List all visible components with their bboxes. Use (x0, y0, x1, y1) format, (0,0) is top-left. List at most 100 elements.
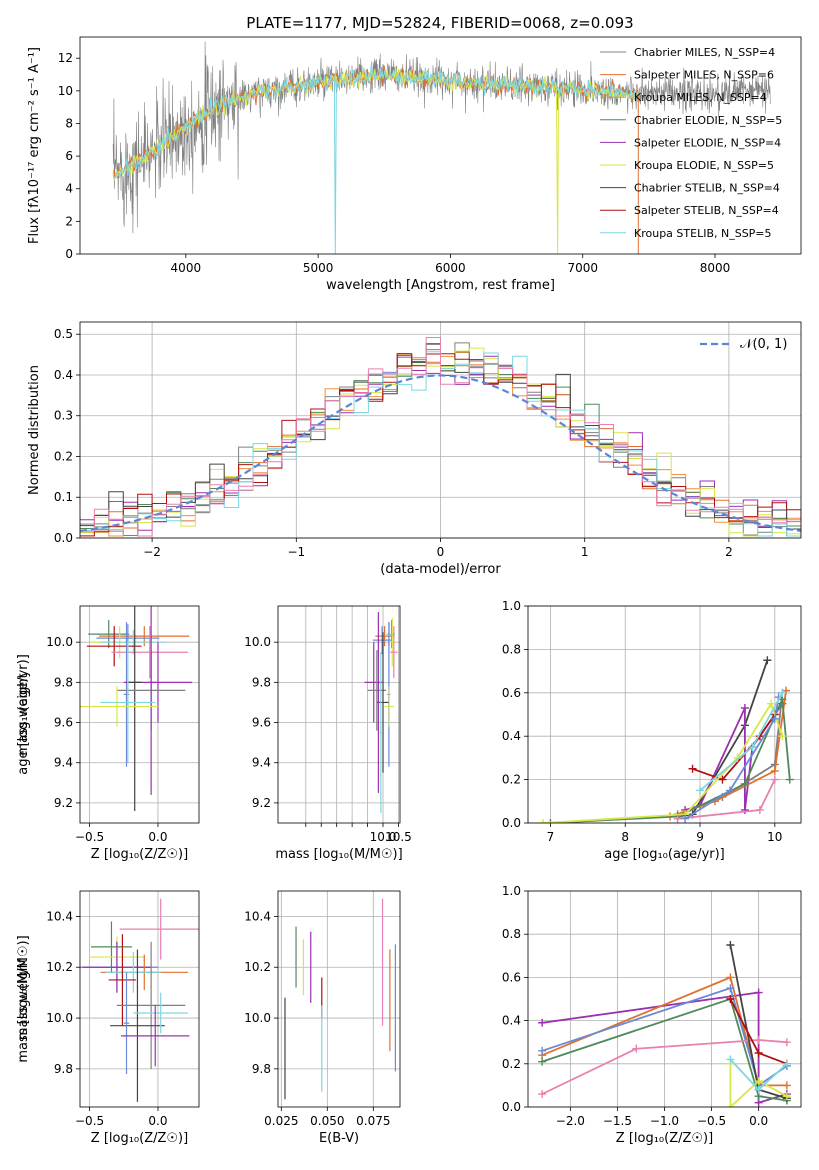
error-bar-point (390, 626, 398, 679)
axes-frame-mass-vs-EBV (277, 890, 401, 1108)
error-bar-point (119, 898, 199, 960)
legend-label: 𝒩(0, 1) (740, 337, 787, 352)
axes-mass-vs-EBV: 0.025 0.050 0.075 9.8 10.0 10.2 10.4 E(B-V) (244, 891, 400, 1146)
error-bar-point (127, 606, 142, 811)
x-tick-label: 7000 (567, 261, 598, 275)
plus-marker (754, 1036, 763, 1045)
plus-marker (770, 766, 779, 775)
y-tick-label: 9.8 (252, 1062, 271, 1076)
legend-label: Kroupa MILES, N_SSP=4 (634, 91, 767, 104)
x-tick-label: 10 (767, 830, 782, 844)
plus-marker (538, 1046, 547, 1055)
y-tick-label: 6 (65, 149, 73, 163)
x-tick-label: 1 (581, 545, 589, 559)
y-tick-label: 1.0 (502, 599, 521, 613)
x-tick-label: 7 (547, 830, 555, 844)
figure-title: PLATE=1177, MJD=52824, FIBERID=0068, z=0… (246, 14, 633, 32)
plus-marker (770, 775, 779, 784)
x-tick-label: −2.0 (556, 1114, 585, 1128)
plus-marker (673, 814, 682, 823)
y-tick-label: 0.1 (54, 490, 73, 504)
error-bar-point (82, 941, 152, 993)
x-tick-label: 0.050 (310, 1114, 344, 1128)
error-bar-point (105, 951, 161, 993)
error-bar-point (148, 606, 154, 795)
y-tick-label: 9.2 (252, 796, 271, 810)
y-axis-label: Normed distribution (27, 365, 42, 495)
x-axis-label: E(B-V) (319, 1131, 359, 1146)
error-bar-point (86, 626, 142, 667)
x-tick-label: 0.0 (749, 1114, 768, 1128)
legend-label: Salpeter ELODIE, N_SSP=4 (634, 136, 781, 149)
x-tick-label: −1.5 (603, 1114, 632, 1128)
legend-label: Kroupa STELIB, N_SSP=5 (634, 227, 772, 240)
y-tick-label: 10.2 (244, 960, 271, 974)
y-tick-label: 0.6 (502, 686, 521, 700)
mass-weight-series (541, 1039, 787, 1095)
x-tick-label: −0.5 (697, 1114, 726, 1128)
plus-marker (754, 1085, 763, 1094)
y-tick-label: 9.6 (54, 716, 73, 730)
y-axis-label: mass [log₁₀(M/M☉)] (16, 935, 31, 1062)
y-tick-label: 9.8 (54, 675, 73, 689)
y-tick-label: 0.6 (502, 970, 521, 984)
error-bar-point (108, 934, 137, 1026)
mass-weight-series (541, 997, 788, 1102)
y-tick-label: 10 (58, 84, 73, 98)
axes-frame-massweight-vs-age (527, 605, 802, 824)
x-tick-label: −1.0 (650, 1114, 679, 1128)
axes-massweight-vs-Z: −2.0 −1.5 −1.0 −0.5 0.0 0.0 0.2 0.4 0.6 0.8 1.0 Z [… (16, 884, 801, 1146)
plus-marker (782, 1092, 791, 1101)
x-tick-label: 6000 (435, 261, 466, 275)
y-tick-label: 0.8 (502, 642, 521, 656)
y-tick-label: 4 (65, 182, 73, 196)
y-axis-label: age [log₁₀(age/yr)] (16, 654, 31, 775)
plus-marker (778, 732, 787, 741)
x-tick-label: 0.025 (264, 1114, 298, 1128)
x-tick-label: −1 (287, 545, 305, 559)
x-axis-label: (data-model)/error (380, 562, 501, 577)
error-bar-point (116, 941, 186, 1069)
plus-marker (632, 1044, 641, 1053)
plus-marker (696, 786, 705, 795)
y-tick-label: 0 (65, 247, 73, 261)
plus-marker (726, 941, 735, 949)
plus-marker (726, 995, 735, 1003)
x-axis-label: Z [log₁₀(Z/Z☉)] (616, 1131, 713, 1146)
error-bar-point (372, 626, 392, 655)
plus-marker (538, 819, 547, 823)
x-axis-label: Z [log₁₀(Z/Z☉)] (91, 1131, 188, 1146)
y-tick-label: 10.0 (244, 635, 271, 649)
x-tick-label: 9 (696, 830, 704, 844)
x-tick-label: 0.075 (356, 1114, 390, 1128)
plus-marker (726, 1055, 735, 1064)
plus-marker (718, 775, 727, 784)
plus-marker (754, 1077, 763, 1086)
x-tick-label: 8000 (700, 261, 731, 275)
y-tick-label: 0.2 (502, 1057, 521, 1071)
x-tick-label: 0.0 (148, 1114, 167, 1128)
y-tick-label: 9.4 (252, 756, 271, 770)
y-tick-label: 0.4 (502, 1014, 521, 1028)
histogram-step (80, 337, 801, 537)
plus-marker (782, 1059, 791, 1068)
plus-marker (726, 1103, 735, 1107)
plus-marker (688, 764, 697, 773)
axes-frame-residuals (79, 321, 802, 539)
y-tick-label: 10.0 (46, 1011, 73, 1025)
plot-area-mass-vs-EBV (284, 898, 396, 1100)
error-bar-point (100, 642, 156, 763)
plus-marker (740, 805, 749, 814)
y-tick-label: 9.8 (252, 675, 271, 689)
plot-area-age-vs-Z (80, 606, 193, 811)
plot-area-residuals (80, 337, 801, 537)
plus-marker (785, 775, 794, 784)
plus-marker (778, 688, 787, 697)
error-bar-point (80, 686, 158, 727)
x-tick-label: 8 (621, 830, 629, 844)
x-tick-label: 0.0 (148, 830, 167, 844)
y-tick-label: 9.4 (54, 756, 73, 770)
x-axis-label: Z [log₁₀(Z/Z☉)] (91, 847, 188, 862)
y-tick-label: 0.8 (502, 927, 521, 941)
